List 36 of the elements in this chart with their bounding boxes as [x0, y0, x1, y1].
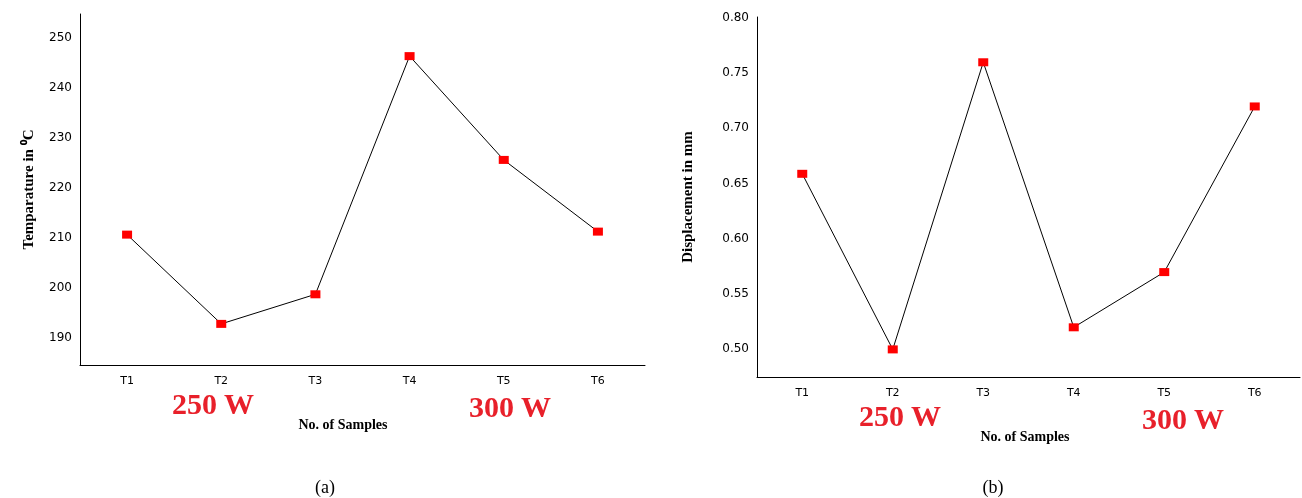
y-tick-label: 0.70 — [722, 120, 749, 135]
x-tick-label: T2 — [213, 374, 229, 387]
y-tick-label: 220 — [49, 179, 72, 194]
x-axis-title: No. of Samples — [980, 428, 1071, 444]
x-tick-label: T2 — [884, 386, 900, 399]
text: 300 W — [469, 389, 551, 423]
y-tick-label: 210 — [49, 230, 72, 245]
y-tick-label: 0.75 — [722, 65, 749, 80]
x-axis-title: No. of Samples — [298, 416, 389, 432]
y-axis-title: Temparature in ⁰C — [18, 129, 36, 250]
text: 300 W — [1142, 401, 1224, 435]
y-tick-label: 240 — [49, 79, 72, 94]
y-tick-label: 0.50 — [722, 341, 749, 356]
y-tick-label: 0.65 — [722, 175, 749, 190]
x-tick-label: T3 — [975, 386, 991, 399]
y-tick-label: 0.80 — [722, 10, 749, 24]
y-tick-label: 200 — [49, 280, 72, 295]
y-tick-label: 230 — [49, 129, 72, 144]
y-tick-label: 0.55 — [722, 286, 749, 301]
y-tick-label: 0.60 — [722, 230, 749, 245]
y-axis-title: Displacement in mm — [678, 130, 695, 263]
y-tick-label: 190 — [49, 330, 72, 345]
text: 250 W — [172, 386, 254, 420]
x-tick-label: T1 — [794, 386, 810, 399]
x-tick-label: T4 — [1065, 386, 1081, 399]
x-tick-label: T6 — [1246, 386, 1262, 399]
x-tick-label: T4 — [401, 374, 417, 387]
text: (b) — [982, 477, 1004, 498]
x-tick-label: T3 — [307, 374, 323, 387]
y-tick-label: 250 — [49, 29, 72, 44]
x-tick-label: T6 — [590, 374, 605, 387]
x-tick-label: T5 — [495, 374, 511, 387]
x-tick-label: T1 — [119, 374, 134, 387]
x-tick-label: T5 — [1156, 386, 1172, 399]
text: (a) — [315, 477, 335, 498]
text: 250 W — [859, 398, 941, 432]
